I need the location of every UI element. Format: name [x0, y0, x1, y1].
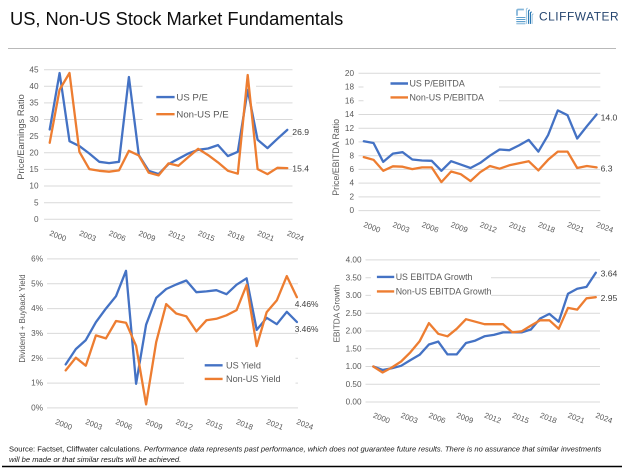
svg-text:0.50: 0.50: [346, 380, 362, 389]
svg-text:0: 0: [34, 215, 39, 224]
svg-text:US P/E: US P/E: [176, 92, 207, 103]
svg-text:5%: 5%: [31, 279, 43, 288]
svg-text:3.00: 3.00: [346, 291, 362, 300]
svg-text:40: 40: [29, 82, 39, 91]
svg-text:Non-US P/EBITDA: Non-US P/EBITDA: [410, 93, 485, 103]
svg-text:Price/Earnings Ratio: Price/Earnings Ratio: [15, 94, 26, 179]
svg-text:10: 10: [345, 138, 355, 147]
svg-text:10: 10: [29, 182, 39, 191]
svg-text:2.50: 2.50: [346, 309, 362, 318]
svg-text:4%: 4%: [31, 304, 43, 313]
svg-text:EBITDA Growth: EBITDA Growth: [332, 284, 341, 342]
svg-text:4.46%: 4.46%: [295, 299, 319, 309]
svg-text:5: 5: [34, 198, 39, 207]
svg-text:US P/EBITDA: US P/EBITDA: [410, 79, 465, 89]
svg-text:3%: 3%: [31, 329, 43, 338]
svg-text:4: 4: [349, 179, 354, 188]
svg-text:3.64: 3.64: [601, 268, 618, 278]
svg-text:Non-US Yield: Non-US Yield: [226, 374, 281, 384]
svg-text:2.00: 2.00: [346, 327, 362, 336]
svg-text:6%: 6%: [31, 255, 43, 264]
svg-text:14: 14: [345, 110, 355, 119]
svg-text:2.95: 2.95: [601, 293, 618, 303]
svg-text:30: 30: [29, 115, 39, 124]
svg-text:20: 20: [29, 148, 39, 157]
svg-text:6.3: 6.3: [601, 163, 613, 173]
svg-text:35: 35: [29, 99, 39, 108]
svg-text:20: 20: [345, 69, 355, 78]
svg-text:0.00: 0.00: [346, 398, 362, 407]
svg-text:Price/EBITDA Ratio: Price/EBITDA Ratio: [331, 119, 341, 196]
svg-text:8: 8: [349, 151, 354, 160]
svg-text:4.00: 4.00: [346, 256, 362, 265]
svg-text:25: 25: [29, 132, 39, 141]
svg-text:14.0: 14.0: [601, 112, 618, 122]
svg-text:Non-US P/E: Non-US P/E: [176, 109, 228, 120]
svg-text:18: 18: [345, 83, 355, 92]
svg-text:3.50: 3.50: [346, 273, 362, 282]
svg-text:1%: 1%: [31, 379, 43, 388]
svg-text:15.4: 15.4: [292, 164, 309, 174]
svg-text:2%: 2%: [31, 354, 43, 363]
svg-text:45: 45: [29, 65, 39, 74]
svg-text:1.00: 1.00: [346, 362, 362, 371]
svg-text:CLIFFWATER: CLIFFWATER: [539, 10, 619, 24]
svg-text:US, Non-US Stock Market Fundam: US, Non-US Stock Market Fundamentals: [10, 8, 343, 29]
svg-text:will be made or that similar r: will be made or that similar results wil…: [9, 455, 181, 464]
svg-text:16: 16: [345, 96, 355, 105]
svg-text:0: 0: [349, 206, 354, 215]
svg-text:Source: Factset, Cliffwater ca: Source: Factset, Cliffwater calculations…: [9, 445, 602, 454]
svg-text:Dividend + Buyback Yield: Dividend + Buyback Yield: [18, 274, 27, 362]
svg-text:US Yield: US Yield: [226, 361, 261, 371]
svg-text:1.50: 1.50: [346, 344, 362, 353]
svg-text:12: 12: [345, 124, 355, 133]
svg-text:15: 15: [29, 165, 39, 174]
svg-text:3.46%: 3.46%: [295, 324, 319, 334]
svg-text:Non-US EBITDA Growth: Non-US EBITDA Growth: [396, 287, 492, 297]
svg-text:6: 6: [349, 165, 354, 174]
svg-text:0%: 0%: [31, 404, 43, 413]
svg-text:26.9: 26.9: [292, 127, 309, 137]
svg-text:2: 2: [349, 193, 354, 202]
svg-text:US EBITDA Growth: US EBITDA Growth: [396, 272, 473, 282]
